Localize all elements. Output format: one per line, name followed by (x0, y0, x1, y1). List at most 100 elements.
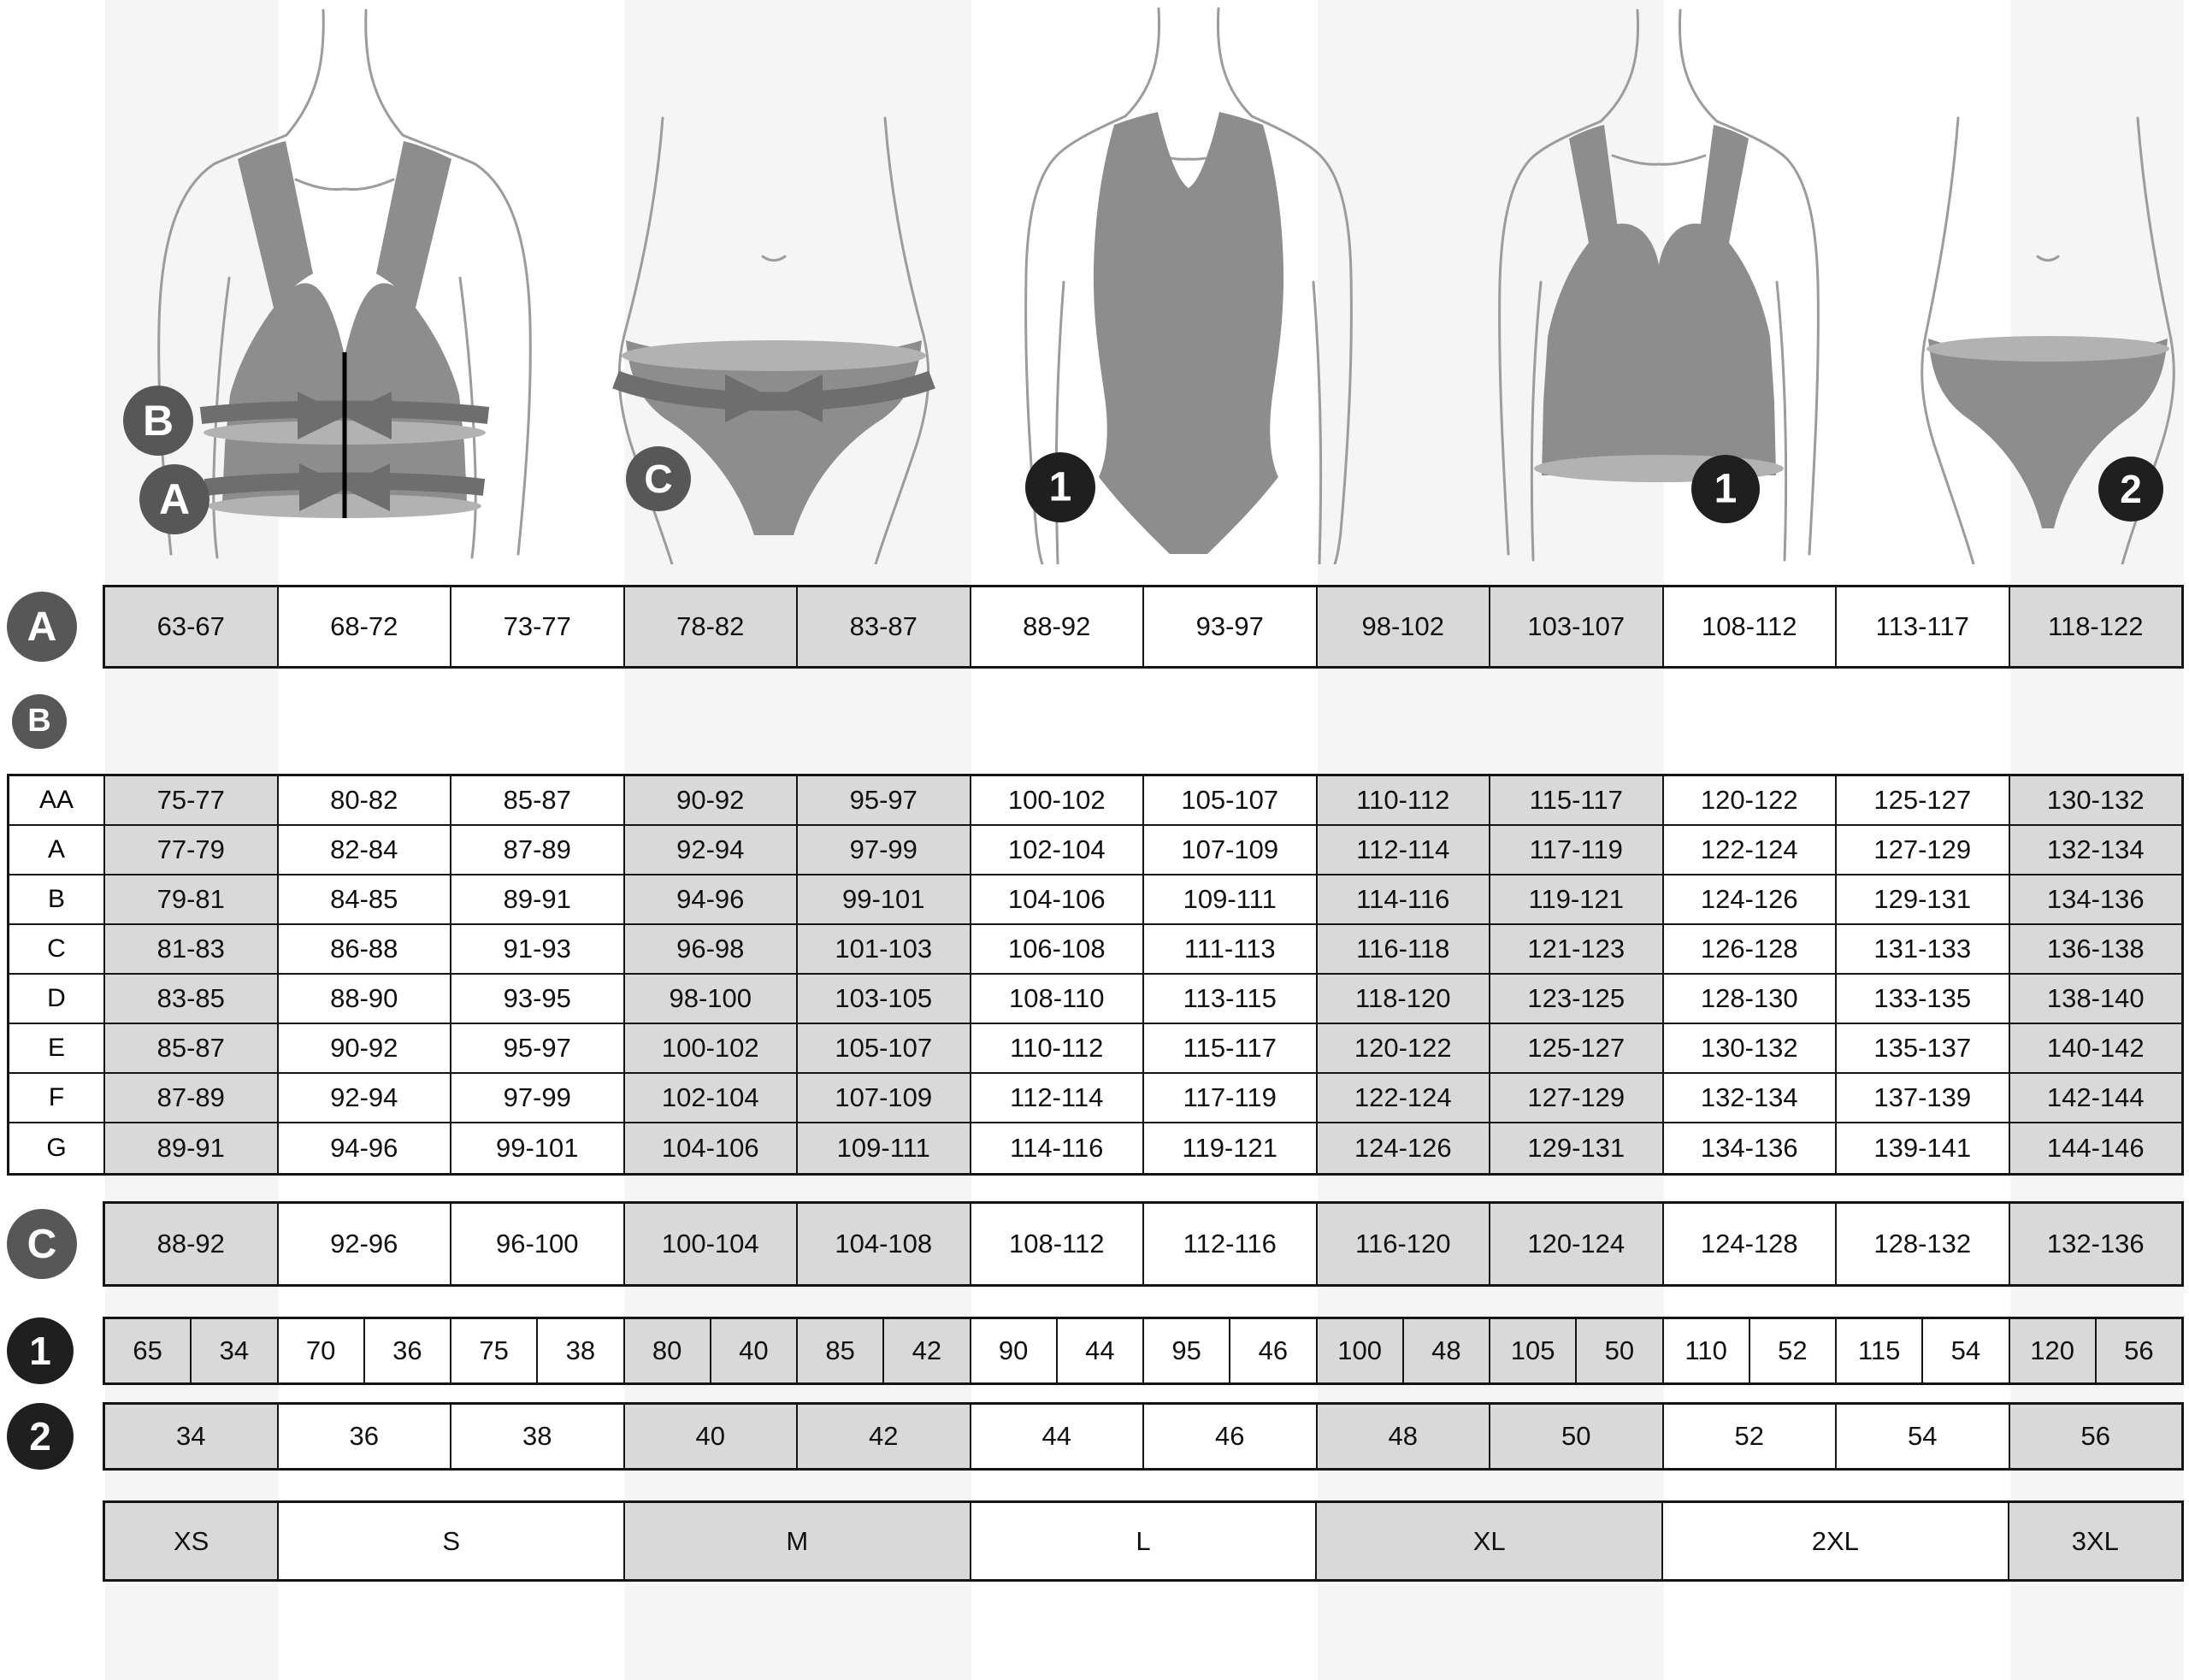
cell: 117-119 (1489, 826, 1662, 874)
cell: 100 (1315, 1319, 1402, 1382)
cell: 129-131 (1489, 1123, 1662, 1173)
panty-number-circle (2098, 457, 2163, 522)
cup-row-label: AA (9, 776, 105, 824)
underbust-label-circle (139, 464, 209, 534)
intl-size-row: XS S M L XL 2XL 3XL (103, 1500, 2184, 1582)
cell: 54 (1921, 1319, 2009, 1382)
cell: 125-127 (1835, 776, 2009, 824)
cell: 36 (276, 1405, 450, 1468)
cell: 83-87 (796, 587, 970, 666)
cell: 103-107 (1489, 587, 1662, 666)
cell: 109-111 (796, 1123, 970, 1173)
cup-row: D 83-85 88-90 93-95 98-100 103-105 108-110 113… (9, 975, 2181, 1024)
cell: 112-114 (1315, 826, 1489, 874)
bra-body (1542, 223, 1776, 475)
cell: 87-89 (450, 826, 623, 874)
cell: 73-77 (450, 587, 623, 666)
cup-row: C 81-83 86-88 91-93 96-98 101-103 106-108 111-… (9, 925, 2181, 975)
underbust-arrow-right (299, 463, 348, 511)
cup-row-label: G (9, 1123, 105, 1173)
cell: 119-121 (1489, 875, 1662, 923)
cell: 88-90 (276, 975, 450, 1023)
cell: 80 (622, 1319, 710, 1382)
cell: 94-96 (276, 1123, 450, 1173)
bra-measure-figure: B A (86, 0, 547, 564)
cell: 92-94 (622, 826, 796, 874)
cup-row-label: A (9, 826, 105, 874)
cell: 114-116 (969, 1123, 1142, 1173)
cell: 90-92 (622, 776, 796, 824)
cell: 108-112 (1661, 587, 1835, 666)
cell: 94-96 (622, 875, 796, 923)
cell: 122-124 (1315, 1074, 1489, 1122)
cell: 110 (1661, 1319, 1749, 1382)
cell: 105-107 (796, 1024, 970, 1072)
cell: 63-67 (105, 587, 277, 666)
cell: 89-91 (105, 1123, 277, 1173)
cell: 120-124 (1489, 1204, 1662, 1284)
cell: 126-128 (1661, 925, 1835, 973)
bust-label: B (143, 397, 174, 445)
bra-strap (1700, 125, 1749, 243)
cell: 85-87 (105, 1024, 277, 1072)
cup-section-header: B (0, 669, 2189, 774)
cell: 134-136 (1661, 1123, 1835, 1173)
cell: 99-101 (450, 1123, 623, 1173)
bra-plain-illustration: 1 (1498, 9, 1820, 562)
cell: 131-133 (1835, 925, 2009, 973)
cup-row-cells: 85-87 90-92 95-97 100-102 105-107 110-112 115-… (105, 1024, 2181, 1072)
cell: 124-128 (1661, 1204, 1835, 1284)
cell: 36 (363, 1319, 450, 1382)
cell: 113-115 (1142, 975, 1316, 1023)
cup-row: B 79-81 84-85 89-91 94-96 99-101 104-106 109-1… (9, 875, 2181, 925)
cell: 99-101 (796, 875, 970, 923)
cell: 46 (1229, 1319, 1316, 1382)
figure-row: B A C (0, 0, 2189, 569)
cell: 46 (1142, 1405, 1316, 1468)
underbust-row: A 63-67 68-72 73-77 78-82 83-87 88-92 93-97 98-… (0, 585, 2184, 669)
cell: 104-108 (796, 1204, 970, 1284)
swimsuit-number: 1 (1049, 465, 1072, 510)
cell: 114-116 (1315, 875, 1489, 923)
cell: 117-119 (1142, 1074, 1316, 1122)
cell: 90 (969, 1319, 1056, 1382)
cup-row: A 77-79 82-84 87-89 92-94 97-99 102-104 107-10… (9, 826, 2181, 875)
cell: 128-132 (1835, 1204, 2009, 1284)
cell: 132-134 (2008, 826, 2181, 874)
cell: 140-142 (2008, 1024, 2181, 1072)
hip-arrow-right (725, 374, 774, 422)
panty-measure-illustration: C (612, 116, 935, 564)
cell: 128-130 (1661, 975, 1835, 1023)
cell: 44 (1055, 1319, 1142, 1382)
cell: 119-121 (1142, 1123, 1316, 1173)
cell: 125-127 (1489, 1024, 1662, 1072)
panty-plain-illustration: 2 (1921, 116, 2175, 564)
hips-cells: 88-92 92-96 96-100 100-104 104-108 108-112 112… (103, 1201, 2184, 1287)
cell: 42 (796, 1405, 970, 1468)
cell: 82-84 (276, 826, 450, 874)
cell: 85 (796, 1319, 883, 1382)
cell: 88-92 (969, 587, 1142, 666)
cell: 105 (1489, 1319, 1576, 1382)
panty-number: 2 (2120, 467, 2142, 511)
cell: 106-108 (969, 925, 1142, 973)
bra-number-circle (1691, 455, 1760, 523)
cell: 91-93 (450, 925, 623, 973)
cell: 135-137 (1835, 1024, 2009, 1072)
bra-measure-illustration: B A (123, 9, 532, 559)
cell: 120-122 (1661, 776, 1835, 824)
cell: 98-102 (1315, 587, 1489, 666)
panty-measure-figure: C (581, 0, 975, 564)
hip-tape (612, 370, 935, 411)
cell: 110-112 (969, 1024, 1142, 1072)
cell: 130-132 (1661, 1024, 1835, 1072)
cup-row-cells: 81-83 86-88 91-93 96-98 101-103 106-108 111-11… (105, 925, 2181, 973)
cell: 101-103 (796, 925, 970, 973)
cup-row-cells: 87-89 92-94 97-99 102-104 107-109 112-114 117-… (105, 1074, 2181, 1122)
bra-strap (1569, 125, 1618, 243)
cell: 124-126 (1661, 875, 1835, 923)
swimsuit-illustration: 1 (1024, 7, 1353, 564)
panty-band-highlight (1926, 336, 2169, 362)
cell: 88-92 (105, 1204, 277, 1284)
